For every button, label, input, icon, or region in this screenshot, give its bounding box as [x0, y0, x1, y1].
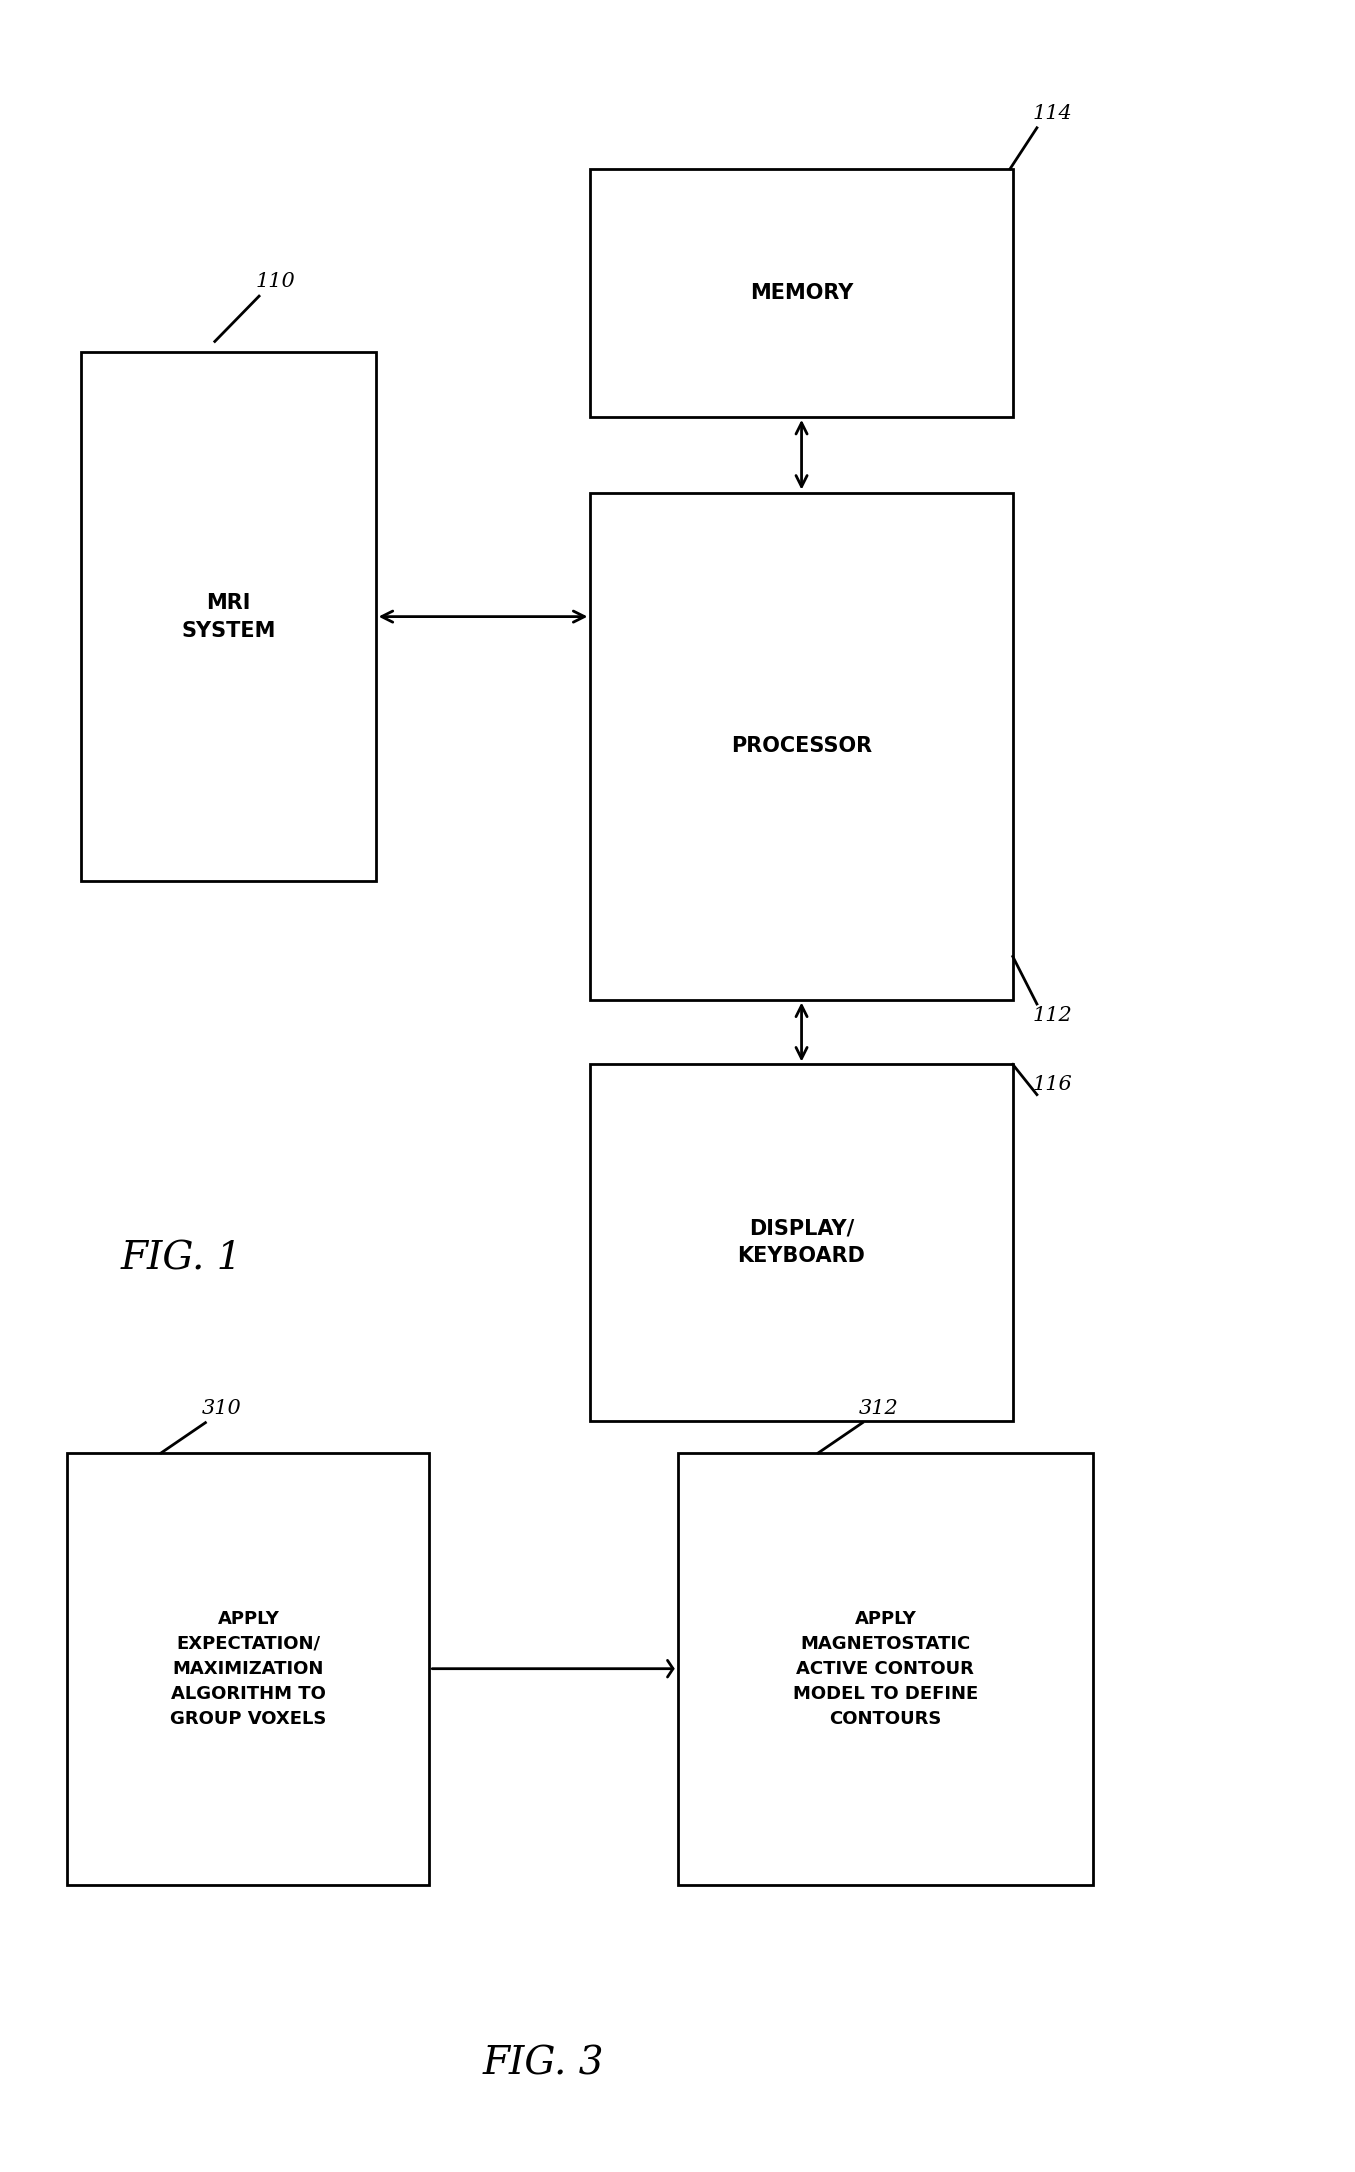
- Text: 114: 114: [1033, 104, 1073, 124]
- Text: PROCESSOR: PROCESSOR: [730, 736, 873, 756]
- Text: FIG. 1: FIG. 1: [121, 1240, 243, 1277]
- Text: 110: 110: [255, 272, 295, 291]
- Text: DISPLAY/
KEYBOARD: DISPLAY/ KEYBOARD: [737, 1218, 866, 1266]
- Bar: [68, 1453, 430, 1885]
- Text: APPLY
EXPECTATION/
MAXIMIZATION
ALGORITHM TO
GROUP VOXELS: APPLY EXPECTATION/ MAXIMIZATION ALGORITH…: [171, 1609, 327, 1727]
- Bar: [591, 1064, 1012, 1420]
- Text: 310: 310: [202, 1399, 241, 1418]
- Text: FIG. 3: FIG. 3: [482, 2046, 604, 2083]
- Text: MRI
SYSTEM: MRI SYSTEM: [182, 593, 275, 641]
- Text: 116: 116: [1033, 1075, 1073, 1095]
- Bar: [591, 169, 1012, 417]
- Text: 312: 312: [859, 1399, 898, 1418]
- Text: 112: 112: [1033, 1006, 1073, 1025]
- Text: MEMORY: MEMORY: [749, 282, 854, 302]
- Bar: [591, 493, 1012, 999]
- Bar: [81, 352, 375, 882]
- Bar: [678, 1453, 1093, 1885]
- Text: APPLY
MAGNETOSTATIC
ACTIVE CONTOUR
MODEL TO DEFINE
CONTOURS: APPLY MAGNETOSTATIC ACTIVE CONTOUR MODEL…: [793, 1609, 978, 1727]
